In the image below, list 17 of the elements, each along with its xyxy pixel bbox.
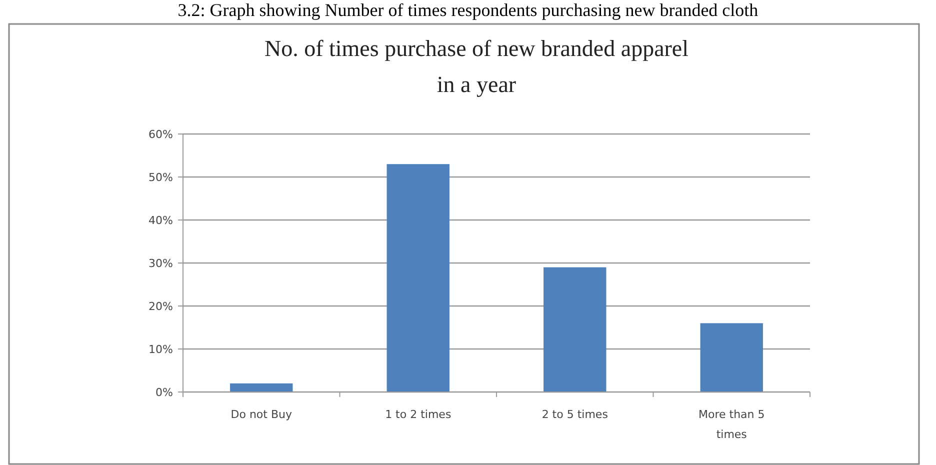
x-tick-label: Do not Buy xyxy=(230,408,292,421)
y-tick-label: 0% xyxy=(156,386,173,399)
text: 3.2: Graph showing Number of times respondents purchasing new branded cloth xyxy=(178,0,758,20)
y-tick-label: 60% xyxy=(148,128,173,141)
y-tick-label: 30% xyxy=(148,256,173,270)
x-tick-label: 1 to 2 times xyxy=(385,408,452,421)
bar xyxy=(230,383,293,392)
x-tick-label: More than 5 times xyxy=(698,408,765,441)
bar xyxy=(386,164,450,392)
bar xyxy=(544,267,606,392)
x-tick-label: 2 to 5 times xyxy=(542,408,608,421)
y-tick-label: 10% xyxy=(148,342,173,356)
chart-title: No. of times purchase of new branded apparel in a year xyxy=(264,36,689,97)
y-tick-label: 50% xyxy=(148,170,173,184)
y-tick-label: 20% xyxy=(148,300,173,313)
bar xyxy=(700,323,763,392)
y-tick-label: 40% xyxy=(148,214,173,227)
